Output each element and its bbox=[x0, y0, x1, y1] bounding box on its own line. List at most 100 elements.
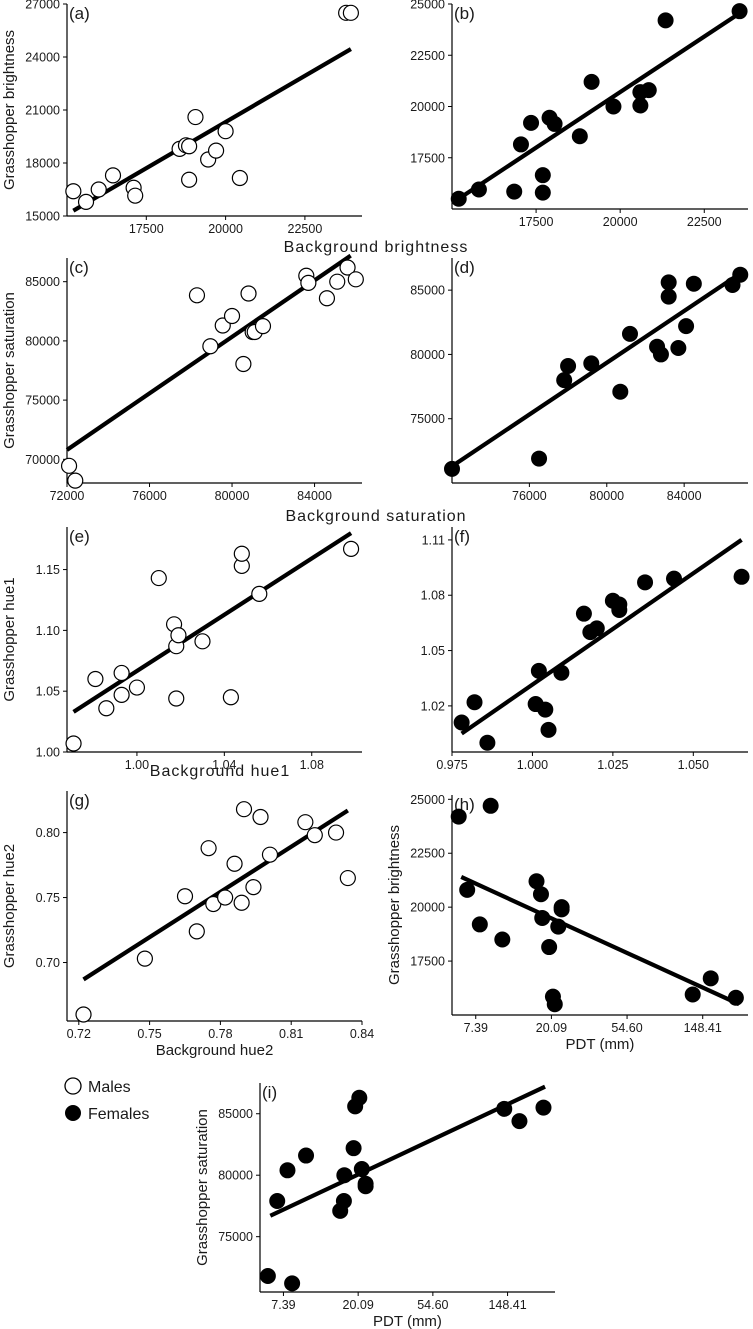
female-point bbox=[670, 340, 687, 356]
x-tick-label: 148.41 bbox=[684, 1021, 722, 1035]
female-point bbox=[534, 184, 551, 201]
x-tick-label: 1.000 bbox=[517, 758, 548, 772]
y-tick-label: 1.10 bbox=[36, 624, 60, 638]
female-point bbox=[666, 570, 682, 587]
male-point bbox=[342, 540, 360, 557]
male-point bbox=[339, 259, 356, 276]
panel-label: (c) bbox=[69, 258, 89, 277]
female-point bbox=[571, 128, 588, 145]
y-tick-label: 85000 bbox=[25, 275, 60, 289]
female-point bbox=[575, 605, 592, 622]
female-point bbox=[506, 183, 523, 200]
male-point bbox=[226, 855, 243, 872]
male-point bbox=[261, 846, 279, 863]
male-point bbox=[240, 285, 257, 302]
female-point bbox=[540, 721, 557, 738]
female-point bbox=[583, 355, 600, 372]
x-tick-label: 20000 bbox=[208, 222, 243, 236]
female-point bbox=[259, 1268, 276, 1285]
female-point bbox=[351, 1089, 368, 1106]
legend-males-marker bbox=[64, 1077, 82, 1095]
x-tick-label: 1.00 bbox=[125, 758, 149, 772]
female-point bbox=[546, 115, 563, 132]
x-tick-label: 1.025 bbox=[597, 758, 628, 772]
female-point bbox=[732, 266, 749, 283]
y-tick-label: 1.02 bbox=[421, 699, 445, 713]
female-point bbox=[269, 1193, 286, 1210]
female-point bbox=[621, 325, 638, 342]
female-point bbox=[640, 82, 657, 99]
female-point bbox=[553, 899, 570, 916]
male-point bbox=[188, 287, 206, 304]
panel-c: 72000 76000 80000 84000 70000 75000 80000 85000… bbox=[1, 253, 364, 503]
male-point bbox=[200, 840, 217, 857]
legend-males-label: Males bbox=[88, 1079, 131, 1096]
female-point bbox=[353, 1161, 370, 1178]
regression-line bbox=[460, 538, 743, 736]
x-tick-label: 0.75 bbox=[137, 1027, 161, 1041]
female-point bbox=[535, 1099, 552, 1116]
male-point bbox=[168, 690, 185, 707]
female-point bbox=[298, 1147, 315, 1164]
female-point bbox=[444, 460, 460, 477]
male-point bbox=[254, 317, 272, 335]
male-point bbox=[67, 472, 84, 489]
panel-label: (g) bbox=[69, 791, 90, 810]
y-tick-label: 1.08 bbox=[421, 589, 445, 603]
male-point bbox=[65, 183, 82, 200]
panel-label: (d) bbox=[454, 258, 475, 277]
panel-i: 7.39 20.09 54.60 148.41 75000 80000 85000 (i) Gr… bbox=[194, 1083, 555, 1329]
male-point bbox=[318, 290, 336, 307]
shared-xlabel-hue1: Background hue1 bbox=[150, 763, 290, 780]
x-tick-label: 1.08 bbox=[300, 758, 324, 772]
y-tick-label: 70000 bbox=[25, 453, 60, 467]
regression-line bbox=[82, 808, 349, 982]
female-point bbox=[471, 916, 488, 933]
x-tick-label: 17500 bbox=[519, 215, 554, 229]
y-tick-label: 15000 bbox=[25, 210, 60, 224]
female-point bbox=[632, 97, 649, 114]
female-point bbox=[532, 886, 549, 903]
x-tick-label: 22500 bbox=[687, 215, 722, 229]
y-axis-title: Grasshopper hue2 bbox=[1, 844, 18, 968]
shared-xlabel-brightness: Background brightness bbox=[284, 239, 469, 256]
x-axis-title: PDT (mm) bbox=[373, 1313, 442, 1329]
y-axis-title: Grasshopper saturation bbox=[194, 1109, 211, 1266]
regression-line bbox=[457, 11, 741, 201]
male-point bbox=[339, 869, 356, 887]
male-point bbox=[235, 801, 253, 818]
female-point bbox=[553, 664, 570, 681]
y-tick-label: 1.05 bbox=[421, 644, 445, 658]
male-point bbox=[297, 814, 314, 831]
y-tick-label: 0.80 bbox=[36, 826, 60, 840]
female-point bbox=[528, 873, 545, 890]
female-point bbox=[479, 734, 496, 751]
male-point bbox=[176, 888, 194, 905]
female-point bbox=[652, 346, 669, 363]
female-point bbox=[550, 918, 567, 935]
male-point bbox=[217, 889, 234, 906]
female-point bbox=[733, 568, 750, 585]
panel-h: 7.39 20.09 54.60 148.41 17500 20000 22500 25000… bbox=[386, 793, 748, 1053]
x-tick-label: 80000 bbox=[589, 489, 624, 503]
male-point bbox=[251, 585, 268, 602]
male-point bbox=[306, 827, 323, 844]
male-point bbox=[245, 879, 262, 896]
x-tick-label: 54.60 bbox=[417, 1298, 448, 1312]
y-axis-title: Grasshopper brightness bbox=[1, 30, 18, 190]
panel-label: (b) bbox=[454, 4, 475, 23]
male-point bbox=[181, 171, 198, 188]
male-point bbox=[113, 664, 130, 682]
legend-females-label: Females bbox=[88, 1106, 149, 1123]
panel-e: 1.00 1.04 1.08 1.00 1.05 1.10 1.15 (e) Grasshopp… bbox=[1, 527, 362, 772]
male-point bbox=[188, 923, 205, 940]
y-tick-label: 17500 bbox=[410, 955, 445, 969]
male-point bbox=[128, 679, 146, 696]
male-point bbox=[342, 4, 359, 21]
male-point bbox=[90, 181, 107, 198]
y-tick-label: 75000 bbox=[218, 1230, 253, 1244]
female-point bbox=[530, 662, 547, 679]
female-point bbox=[685, 275, 702, 292]
panel-label: (e) bbox=[69, 527, 90, 546]
male-point bbox=[181, 138, 198, 155]
